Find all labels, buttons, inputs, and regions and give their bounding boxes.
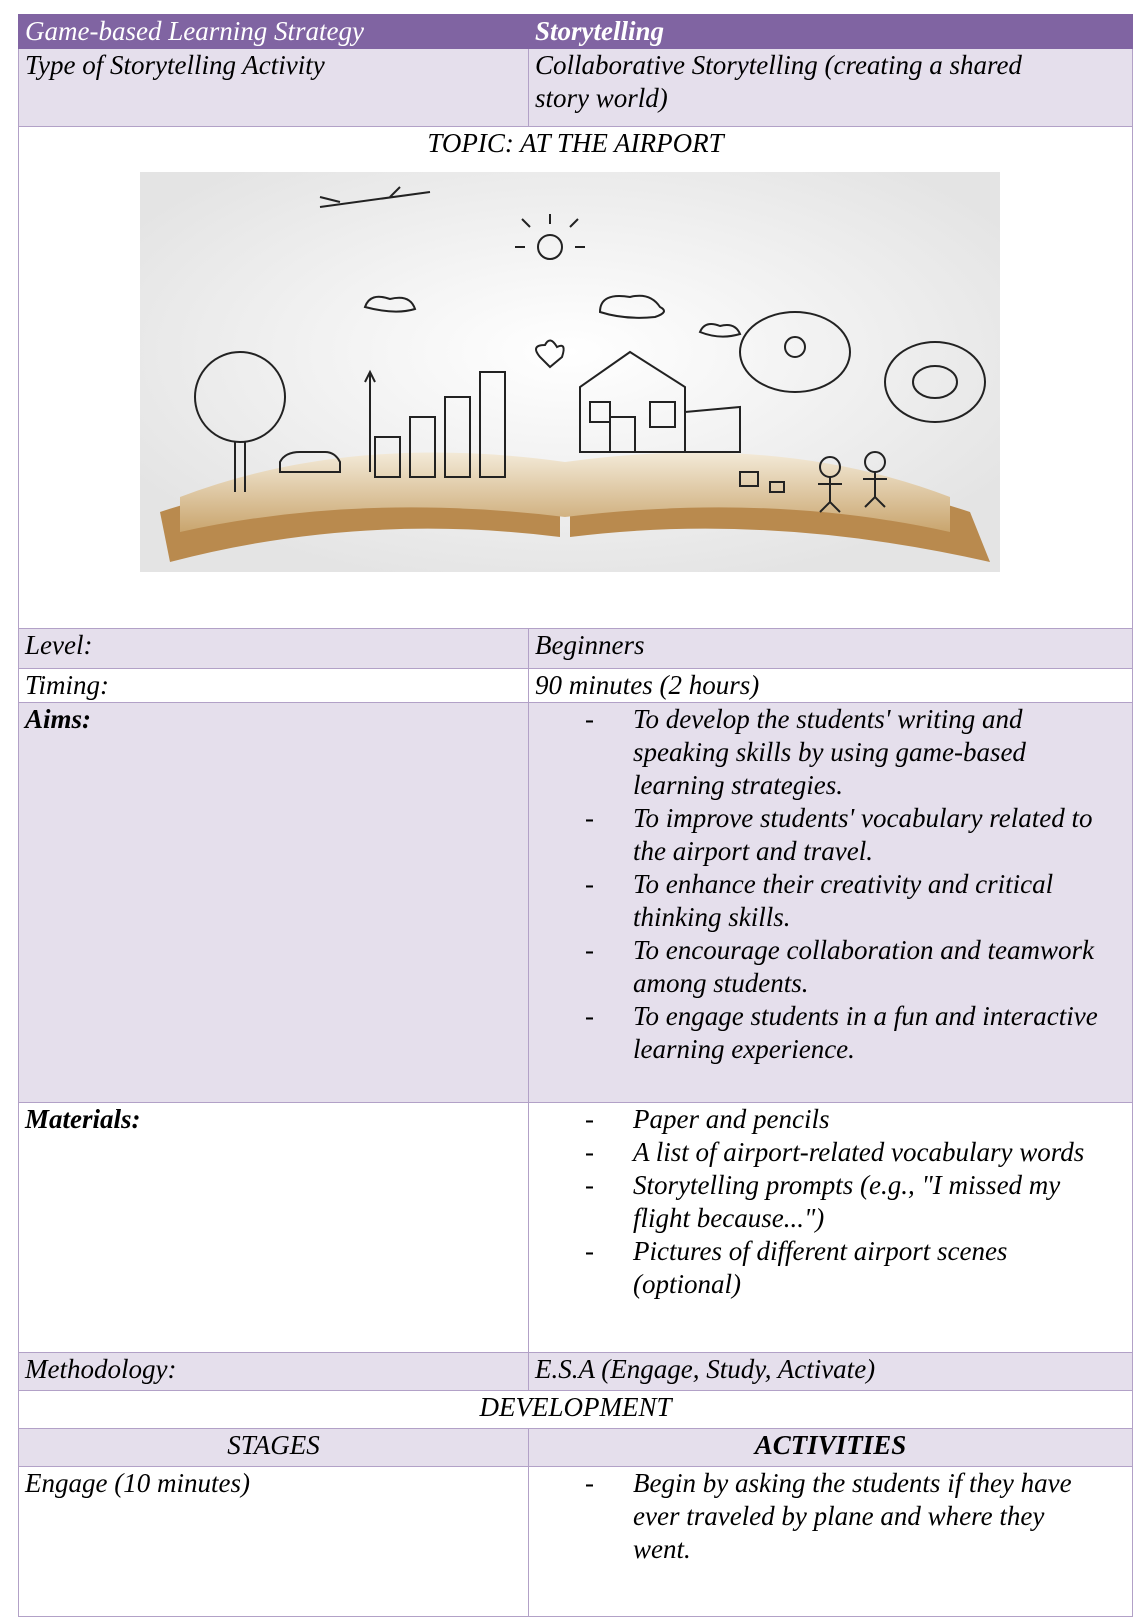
cell: Level:: [18, 628, 529, 669]
cell: Begin by asking the students if they hav…: [528, 1466, 1133, 1617]
row: Materials: Paper and pencilsA list of ai…: [18, 1102, 1133, 1353]
topic: TOPIC: AT THE AIRPORT: [427, 128, 724, 158]
lesson-table: Game-based Learning Strategy Storytellin…: [18, 14, 1133, 1617]
cell: Game-based Learning Strategy: [18, 14, 529, 49]
cell: Type of Storytelling Activity: [18, 48, 529, 127]
cell: Methodology:: [18, 1352, 529, 1391]
cell: Paper and pencilsA list of airport-relat…: [528, 1102, 1133, 1353]
row: TOPIC: AT THE AIRPORT: [18, 126, 1133, 629]
list-item: To improve students' vocabulary related …: [535, 802, 1126, 868]
row: Engage (10 minutes) Begin by asking the …: [18, 1466, 1133, 1617]
list-item: Begin by asking the students if they hav…: [535, 1467, 1126, 1566]
materials-list: Paper and pencilsA list of airport-relat…: [535, 1103, 1126, 1301]
list-item: Pictures of different airport scenes (op…: [535, 1235, 1126, 1301]
activities-list: Begin by asking the students if they hav…: [535, 1467, 1126, 1566]
list-item: Storytelling prompts (e.g., "I missed my…: [535, 1169, 1126, 1235]
aims-list: To develop the students' writing and spe…: [535, 703, 1126, 1066]
cell: Materials:: [18, 1102, 529, 1353]
row: Type of Storytelling Activity Collaborat…: [18, 48, 1133, 127]
cell: To develop the students' writing and spe…: [528, 702, 1133, 1103]
list-item: To engage students in a fun and interact…: [535, 1000, 1126, 1066]
cell: ACTIVITIES: [528, 1428, 1133, 1467]
list-item: A list of airport-related vocabulary wor…: [535, 1136, 1126, 1169]
list-item: To develop the students' writing and spe…: [535, 703, 1126, 802]
row: Level: Beginners: [18, 628, 1133, 669]
book-illustration: [140, 172, 1000, 572]
cell: E.S.A (Engage, Study, Activate): [528, 1352, 1133, 1391]
cell: 90 minutes (2 hours): [528, 668, 1133, 703]
list-item: Paper and pencils: [535, 1103, 1126, 1136]
cell: Storytelling: [528, 14, 1133, 49]
cell: Collaborative Storytelling (creating a s…: [528, 48, 1133, 127]
topic-cell: TOPIC: AT THE AIRPORT: [18, 126, 1133, 629]
header-row: Game-based Learning Strategy Storytellin…: [18, 14, 1133, 49]
cell: DEVELOPMENT: [18, 1390, 1133, 1429]
cell: Aims:: [18, 702, 529, 1103]
list-item: To enhance their creativity and critical…: [535, 868, 1126, 934]
cell: Timing:: [18, 668, 529, 703]
row: Timing: 90 minutes (2 hours): [18, 668, 1133, 703]
list-item: To encourage collaboration and teamwork …: [535, 934, 1126, 1000]
row: STAGES ACTIVITIES: [18, 1428, 1133, 1467]
row: Aims: To develop the students' writing a…: [18, 702, 1133, 1103]
cell: STAGES: [18, 1428, 529, 1467]
cell: Beginners: [528, 628, 1133, 669]
row: Methodology: E.S.A (Engage, Study, Activ…: [18, 1352, 1133, 1391]
cell: Engage (10 minutes): [18, 1466, 529, 1617]
row: DEVELOPMENT: [18, 1390, 1133, 1429]
